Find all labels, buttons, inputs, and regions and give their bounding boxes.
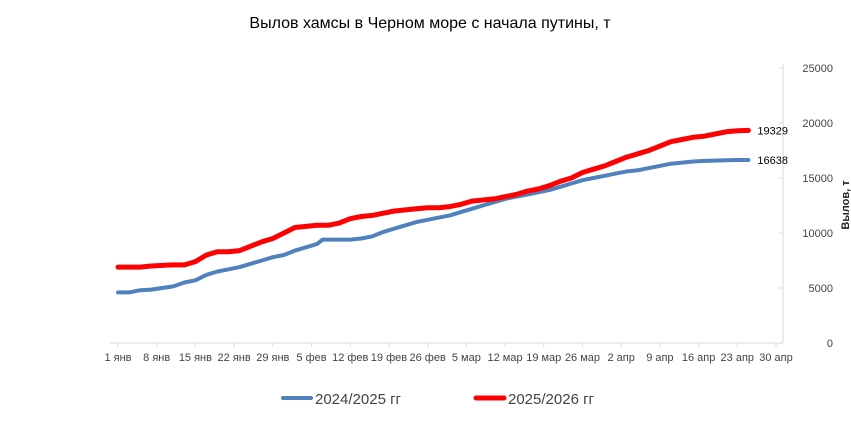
- x-tick-label: 26 фев: [409, 352, 445, 364]
- x-tick-label: 15 янв: [179, 352, 212, 364]
- y-tick-label: 0: [827, 338, 833, 350]
- series-group: 16638 19329: [115, 125, 788, 295]
- x-tick-label: 29 янв: [256, 352, 289, 364]
- legend: 2024/2025 гг 2025/2026 гг: [281, 391, 595, 408]
- x-tick-label: 23 апр: [721, 352, 754, 364]
- x-tick-label: 2 апр: [607, 352, 634, 364]
- series-end-label-1: 16638: [757, 155, 788, 167]
- y-tick-label: 15000: [802, 173, 833, 185]
- chart-title: Вылов хамсы в Черном море с начала путин…: [249, 15, 611, 32]
- series-line-1: [116, 158, 751, 295]
- x-tick-label: 16 апр: [682, 352, 715, 364]
- x-tick-label: 26 мар: [565, 352, 600, 364]
- x-tick-label: 12 фев: [332, 352, 368, 364]
- x-tick-label: 8 янв: [143, 352, 170, 364]
- y-axis-label: Вылов, т: [840, 180, 851, 230]
- x-axis: 1 янв 8 янв 15 янв 22 янв 29 янв 5 фев 12 фев 1…: [104, 342, 793, 364]
- x-tick-label: 5 мар: [452, 352, 481, 364]
- y-tick-label: 25000: [802, 63, 833, 75]
- series-end-label-2: 19329: [757, 125, 788, 137]
- y-tick-label: 10000: [802, 228, 833, 240]
- series-line-2: [115, 127, 751, 270]
- x-tick-label: 22 янв: [218, 352, 251, 364]
- y-axis: 0 5000 10000 15000 20000 25000: [779, 63, 833, 350]
- x-tick-label: 1 янв: [104, 352, 131, 364]
- x-tick-label: 30 апр: [759, 352, 792, 364]
- y-tick-label: 5000: [809, 283, 833, 295]
- x-tick-label: 5 фев: [296, 352, 326, 364]
- x-tick-label: 9 апр: [646, 352, 673, 364]
- x-tick-label: 12 мар: [488, 352, 523, 364]
- legend-label-2: 2025/2026 гг: [508, 391, 595, 408]
- y-tick-label: 20000: [802, 118, 833, 130]
- x-tick-label: 19 мар: [526, 352, 561, 364]
- x-tick-label: 19 фев: [371, 352, 407, 364]
- legend-label-1: 2024/2025 гг: [315, 391, 402, 408]
